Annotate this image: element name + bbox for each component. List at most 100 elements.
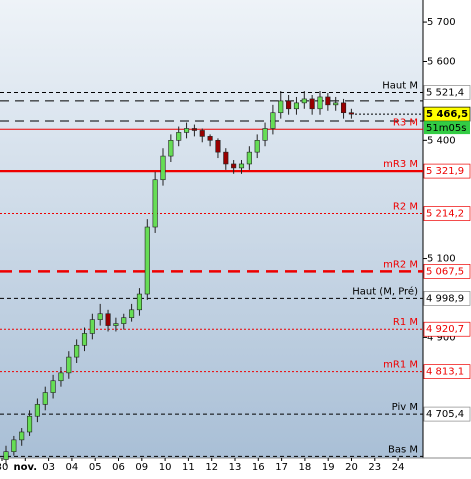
level-name: Bas M xyxy=(388,444,418,455)
x-tick-label: 06 xyxy=(112,462,125,473)
candle-body xyxy=(50,380,56,393)
candle-body xyxy=(168,140,174,157)
level-box xyxy=(423,163,471,179)
candle-body xyxy=(333,102,339,106)
candle-body xyxy=(246,151,252,165)
candle-body xyxy=(144,226,150,295)
level-value: 5 067,5 xyxy=(426,266,464,277)
x-tick-label: 12 xyxy=(205,462,218,473)
x-tick-label: 23 xyxy=(368,462,381,473)
x-tick-label: 04 xyxy=(66,462,79,473)
candle-body xyxy=(11,439,17,452)
plot-area xyxy=(0,0,423,458)
candle-body xyxy=(215,140,221,153)
candle-body xyxy=(199,130,205,137)
level-value: 5 321,9 xyxy=(426,166,464,177)
level-box xyxy=(423,206,471,221)
x-tick-label: 10 xyxy=(159,462,172,473)
candle-body xyxy=(309,98,315,110)
candle-body xyxy=(58,372,64,382)
current-price-label: 5 466,5 xyxy=(426,109,468,120)
candle-body xyxy=(254,140,260,153)
candle-body xyxy=(262,128,268,141)
candle-body xyxy=(19,431,25,441)
x-tick-label: 09 xyxy=(135,462,148,473)
level-name: Haut M xyxy=(382,80,418,91)
x-tick-label: 17 xyxy=(275,462,288,473)
candle-body xyxy=(26,415,33,433)
level-name: mR3 M xyxy=(383,159,418,170)
y-tick-label: 5 700 xyxy=(427,17,456,28)
level-box xyxy=(423,291,471,306)
level-name: R1 M xyxy=(393,317,418,328)
candle-body xyxy=(293,102,300,110)
candle-body xyxy=(207,136,213,141)
y-tick-label: 5 100 xyxy=(427,254,456,265)
level-name: mR1 M xyxy=(383,360,418,371)
price-axis xyxy=(423,0,471,458)
candle-body xyxy=(3,451,9,460)
level-value: 4 813,1 xyxy=(426,367,464,378)
x-tick-label: 05 xyxy=(89,462,102,473)
level-box xyxy=(423,264,471,279)
y-tick-label: 4 900 xyxy=(427,332,456,343)
candle-body xyxy=(160,155,166,181)
candle-body xyxy=(270,112,276,129)
candle-body xyxy=(184,128,190,133)
x-tick-label: 16 xyxy=(252,462,265,473)
level-name: R2 M xyxy=(393,202,418,213)
candle-body xyxy=(223,151,229,165)
candle-body xyxy=(42,392,48,405)
candle-body xyxy=(121,317,127,324)
x-tick-label: 11 xyxy=(182,462,195,473)
candle-body xyxy=(152,179,158,228)
candle-body xyxy=(238,163,245,169)
candle-body xyxy=(317,96,323,110)
candle-body xyxy=(176,132,182,141)
level-value: 4 920,7 xyxy=(426,324,464,335)
x-tick-label: 20 xyxy=(345,462,358,473)
candle-body xyxy=(325,96,331,106)
level-value: 5 214,2 xyxy=(426,209,464,220)
level-value: 5 521,4 xyxy=(426,87,464,98)
candle-body xyxy=(89,319,95,334)
timer-box xyxy=(424,121,470,135)
y-tick-label: 5 400 xyxy=(427,135,456,146)
candle-body xyxy=(81,333,88,346)
candle-body xyxy=(301,98,307,104)
candle-body xyxy=(136,293,142,311)
candle-body xyxy=(74,344,80,358)
candle-body xyxy=(340,102,347,114)
level-name: R3 M xyxy=(393,117,418,128)
candle-body xyxy=(231,163,237,169)
x-tick-label: 30 xyxy=(0,462,8,473)
x-tick-label: 24 xyxy=(392,462,405,473)
level-value: 4 705,4 xyxy=(426,409,464,420)
candle-body xyxy=(113,323,119,326)
candle-body xyxy=(348,112,354,115)
candle-body xyxy=(286,100,292,110)
candle-body xyxy=(129,309,135,318)
timer-label: 51m05s xyxy=(426,123,466,134)
level-box xyxy=(423,321,471,337)
level-name: mR2 M xyxy=(383,259,418,270)
candle-body xyxy=(105,313,111,326)
x-tick-label: 19 xyxy=(322,462,335,473)
level-name: Haut (M, Pré) xyxy=(352,285,418,297)
level-box xyxy=(423,406,471,422)
candle-body xyxy=(66,356,72,374)
candle-body xyxy=(191,128,197,131)
candle-body xyxy=(97,313,103,320)
x-tick-label: 18 xyxy=(299,462,312,473)
candle-body xyxy=(34,404,40,417)
level-box xyxy=(423,85,471,100)
level-name: Piv M xyxy=(392,402,418,413)
x-tick-label: 13 xyxy=(229,462,242,473)
level-box xyxy=(423,364,471,379)
x-tick-label: 03 xyxy=(42,462,55,473)
y-tick-label: 5 600 xyxy=(427,56,456,67)
level-value: 4 998,9 xyxy=(426,293,464,304)
x-tick-label: nov. xyxy=(14,462,38,473)
candle-body xyxy=(278,100,284,114)
